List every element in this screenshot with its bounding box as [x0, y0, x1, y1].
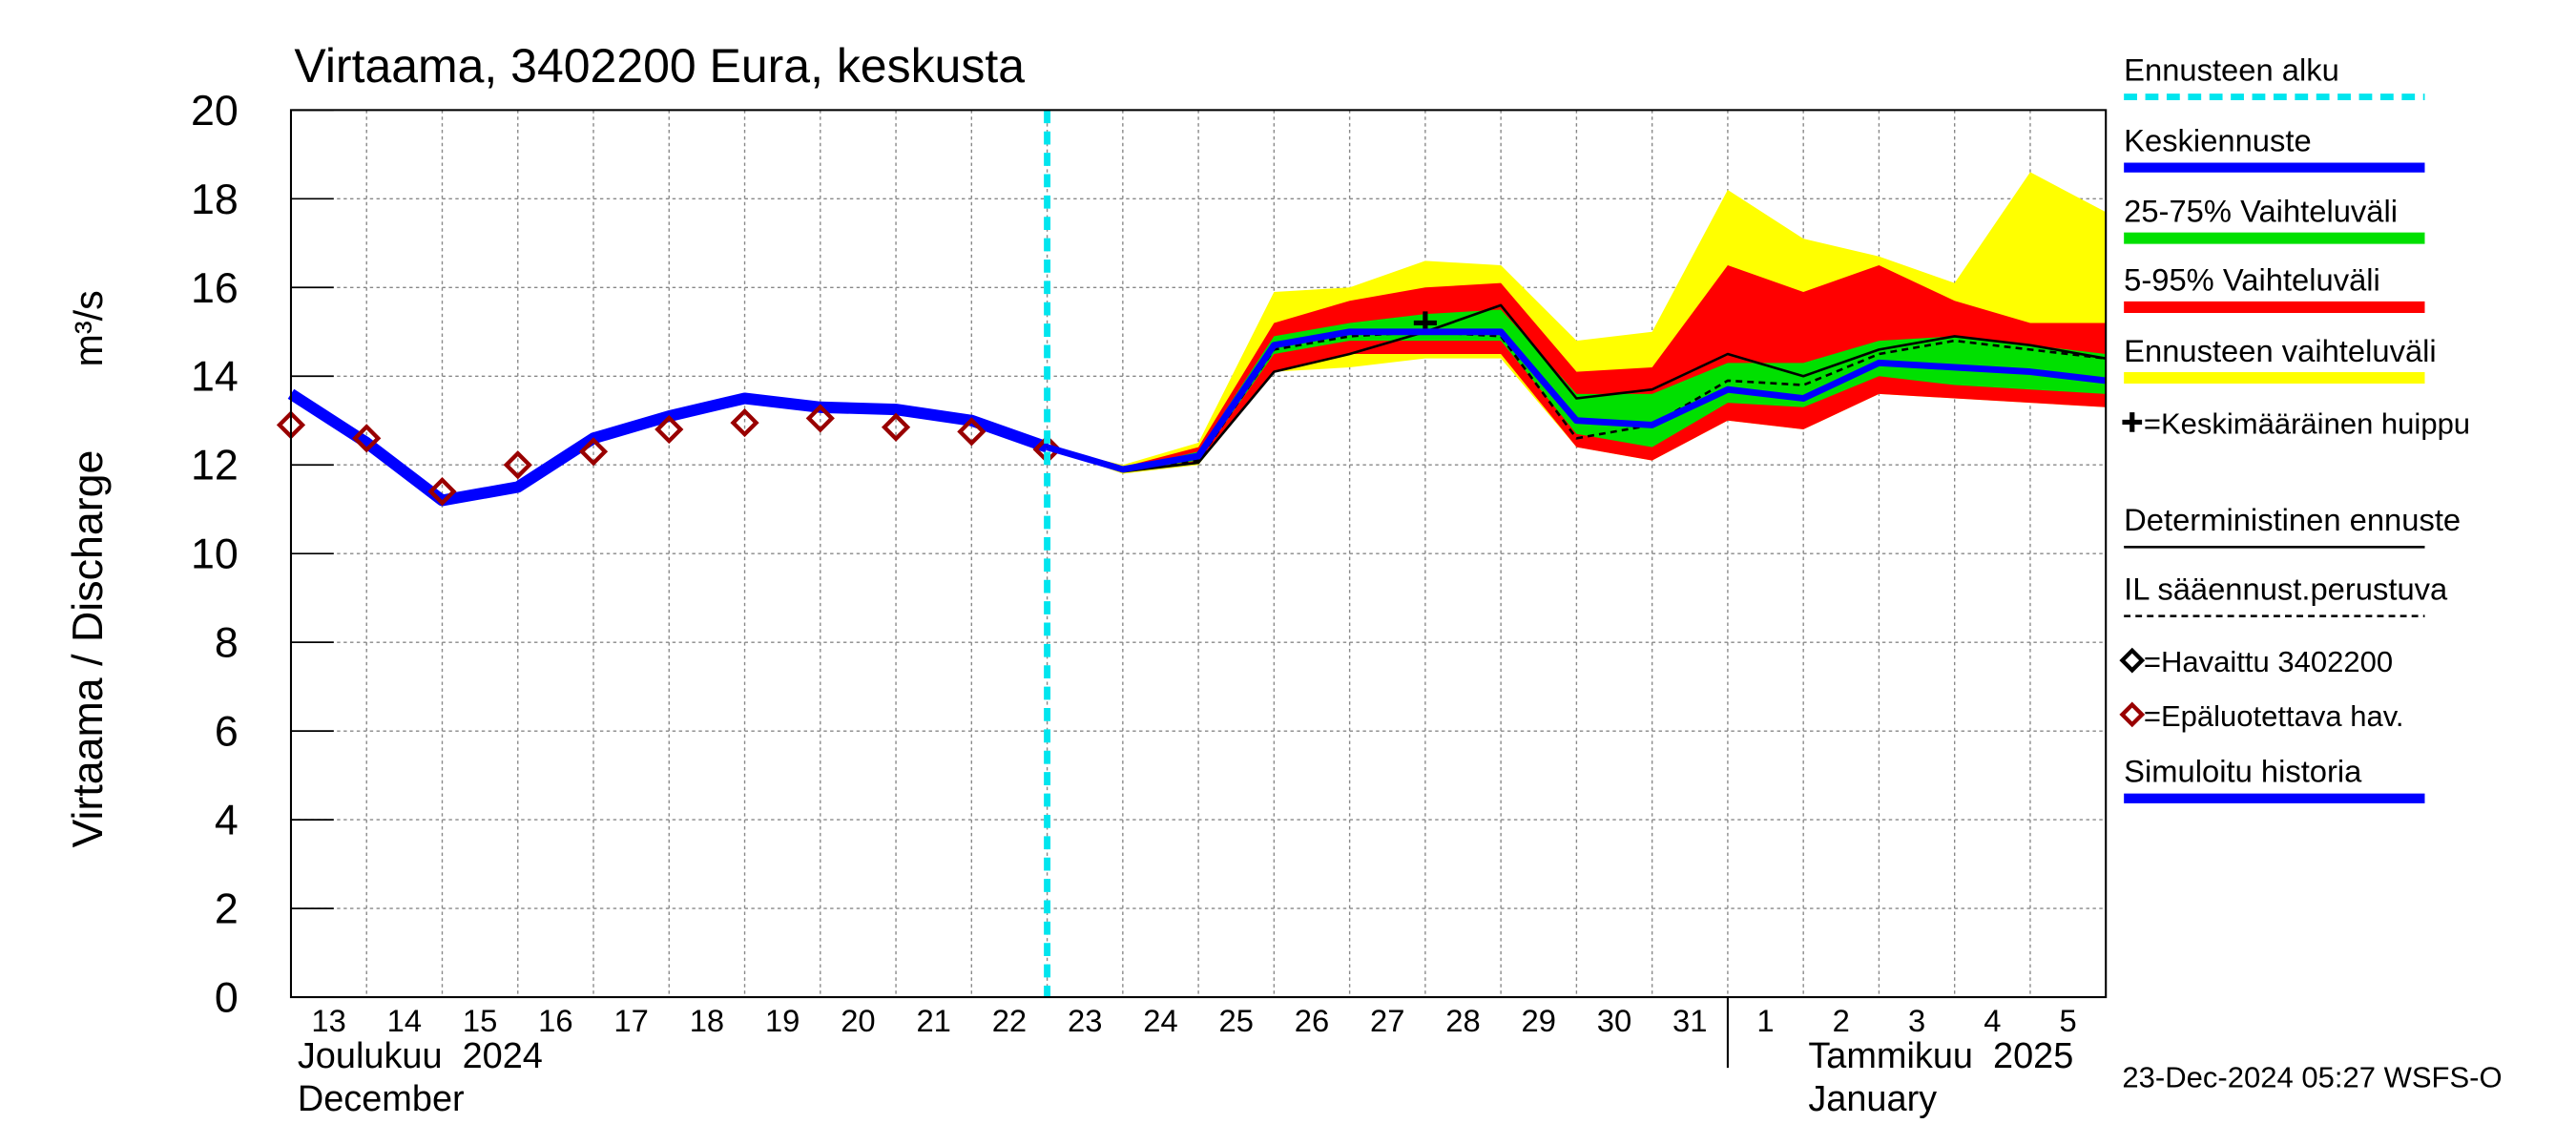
chart-title: Virtaama, 3402200 Eura, keskusta [294, 39, 1025, 93]
legend-label: 5-95% Vaihteluväli [2124, 262, 2380, 298]
legend-label: IL sääennust.perustuva [2124, 571, 2448, 606]
x-tick-label: 4 [1984, 1003, 2001, 1038]
x-tick-label: 13 [311, 1003, 345, 1038]
legend: Ennusteen alku Keskiennuste 25-75% Vaihtel… [2119, 52, 2470, 803]
plot-area [276, 109, 2107, 998]
observation-marker [578, 437, 609, 467]
x-tick-label: 25 [1219, 1003, 1254, 1038]
observation-marker [805, 404, 835, 433]
y-tick-label: 2 [215, 885, 239, 933]
x-tick-label: 26 [1295, 1003, 1329, 1038]
line [1046, 328, 2107, 473]
x-tick-label: 28 [1445, 1003, 1480, 1038]
observation-marker [881, 412, 911, 442]
legend-swatch [2119, 647, 2146, 674]
y-tick-label: 18 [191, 176, 239, 223]
legend-label: Ennusteen alku [2124, 52, 2339, 87]
x-tick-label: 5 [2059, 1003, 2076, 1038]
observation-marker [352, 424, 382, 453]
month-label: Joulukuu 2024 [298, 1036, 543, 1076]
x-tick-label: 23 [1068, 1003, 1102, 1038]
y-tick-label: 14 [191, 353, 239, 401]
legend-label: 25-75% Vaihteluväli [2124, 193, 2398, 228]
x-tick-label: 20 [841, 1003, 875, 1038]
y-axis-unit: m³/s [67, 290, 111, 366]
x-tick-label: 2 [1833, 1003, 1850, 1038]
y-tick-label: 10 [191, 531, 239, 578]
legend-label: Simuloitu historia [2124, 754, 2362, 789]
y-tick-label: 20 [191, 87, 239, 135]
x-tick-label: 30 [1597, 1003, 1631, 1038]
x-tick-label: 15 [463, 1003, 497, 1038]
x-tick-label: 31 [1672, 1003, 1707, 1038]
x-tick-label: 16 [538, 1003, 572, 1038]
month-label: Tammikuu 2025 [1808, 1036, 2073, 1076]
footer: 23-Dec-2024 05:27 WSFS-O [2122, 1061, 2502, 1094]
x-tick-label: 17 [613, 1003, 648, 1038]
x-tick-label: 18 [690, 1003, 724, 1038]
y-axis-label: Virtaama / Discharge [64, 450, 112, 848]
legend-swatch [2119, 701, 2146, 728]
x-tick-label: 1 [1756, 1003, 1774, 1038]
legend-label: Keskiennuste [2124, 122, 2312, 157]
band [1047, 265, 2107, 472]
month-label: December [298, 1079, 465, 1119]
x-tick-label: 29 [1522, 1003, 1556, 1038]
y-tick-label: 12 [191, 442, 239, 489]
observation-marker [730, 407, 759, 438]
legend-swatch [2122, 412, 2143, 432]
x-tick-label: 27 [1370, 1003, 1404, 1038]
x-tick-label: 14 [387, 1003, 422, 1038]
y-tick-label: 8 [215, 619, 239, 667]
legend-label: Ennusteen vaihteluväli [2124, 333, 2437, 368]
x-tick-label: 22 [992, 1003, 1027, 1038]
legend-label: Deterministinen ennuste [2124, 502, 2461, 537]
plot-frame [289, 109, 2108, 999]
observation-marker [427, 477, 457, 507]
observation-marker [503, 450, 532, 480]
x-tick-label: 21 [916, 1003, 950, 1038]
month-label: January [1808, 1079, 1937, 1119]
legend-label: =Havaittu 3402200 [2144, 645, 2393, 678]
legend-label: =Keskimääräinen huippu [2144, 407, 2470, 441]
x-tick-label: 19 [765, 1003, 800, 1038]
y-tick-label: 16 [191, 264, 239, 312]
x-tick-label: 3 [1908, 1003, 1925, 1038]
y-tick-label: 0 [215, 974, 239, 1022]
observation-marker [654, 414, 684, 445]
y-tick-label: 4 [215, 797, 239, 844]
line [1047, 303, 2107, 473]
legend-label: =Epäluotettava hav. [2144, 699, 2404, 733]
observation-marker [957, 417, 987, 447]
x-tick-label: 24 [1143, 1003, 1177, 1038]
y-tick-label: 6 [215, 708, 239, 756]
